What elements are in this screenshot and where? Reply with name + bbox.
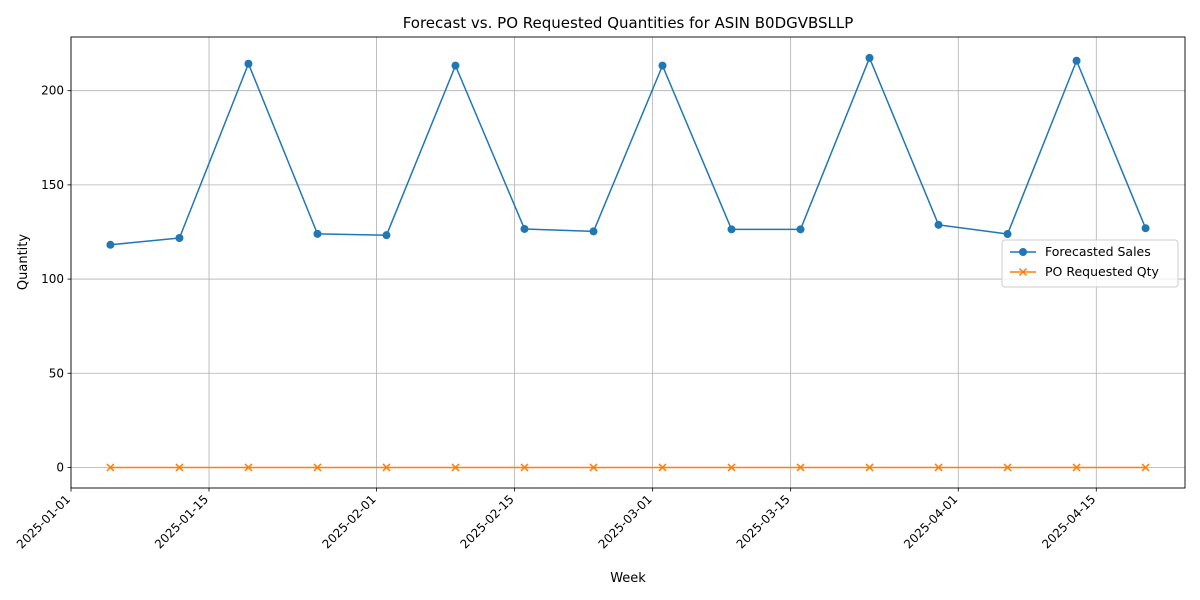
legend-label-forecasted-sales: Forecasted Sales bbox=[1045, 244, 1151, 259]
data-point-forecasted-sales bbox=[658, 61, 667, 70]
legend-box bbox=[1001, 239, 1179, 288]
data-point-po-requested-qty bbox=[175, 463, 184, 472]
data-point-po-requested-qty bbox=[106, 463, 115, 472]
series-layer bbox=[106, 53, 1150, 472]
legend: Forecasted Sales PO Requested Qty bbox=[1001, 239, 1179, 288]
data-point-forecasted-sales bbox=[1141, 224, 1150, 233]
data-point-po-requested-qty bbox=[1072, 463, 1081, 472]
data-point-po-requested-qty bbox=[451, 463, 460, 472]
data-point-po-requested-qty bbox=[382, 463, 391, 472]
plot-frame bbox=[70, 36, 1186, 489]
data-point-po-requested-qty bbox=[589, 463, 598, 472]
data-point-forecasted-sales bbox=[175, 234, 184, 243]
data-point-forecasted-sales bbox=[451, 61, 460, 70]
chart-title: Forecast vs. PO Requested Quantities for… bbox=[403, 14, 854, 32]
data-point-po-requested-qty bbox=[796, 463, 805, 472]
data-point-forecasted-sales bbox=[1003, 230, 1012, 239]
data-point-po-requested-qty bbox=[658, 463, 667, 472]
data-point-forecasted-sales bbox=[934, 220, 943, 229]
legend-label-po-requested-qty: PO Requested Qty bbox=[1045, 264, 1159, 279]
data-point-forecasted-sales bbox=[727, 225, 736, 234]
x-axis-label: Week bbox=[610, 571, 646, 586]
data-point-forecasted-sales bbox=[520, 224, 529, 233]
series-line-forecasted-sales bbox=[110, 57, 1147, 246]
y-tick-label: 0 bbox=[56, 460, 64, 474]
data-point-forecasted-sales bbox=[796, 225, 805, 234]
y-tick-label: 150 bbox=[41, 178, 64, 192]
y-tick-label: 200 bbox=[41, 84, 64, 98]
data-point-po-requested-qty bbox=[727, 463, 736, 472]
data-point-po-requested-qty bbox=[244, 463, 253, 472]
legend-marker-forecasted-sales bbox=[1019, 248, 1027, 256]
data-point-forecasted-sales bbox=[589, 227, 598, 236]
y-axis-ticks: 0 50 100 150 200 bbox=[41, 84, 71, 474]
data-point-forecasted-sales bbox=[106, 240, 115, 249]
data-point-po-requested-qty bbox=[520, 463, 529, 472]
data-point-po-requested-qty bbox=[934, 463, 943, 472]
y-axis-label: Quantity bbox=[16, 234, 31, 290]
data-point-forecasted-sales bbox=[313, 229, 322, 238]
legend-marker-po-requested-qty bbox=[1018, 267, 1028, 277]
data-point-po-requested-qty bbox=[1003, 463, 1012, 472]
data-point-po-requested-qty bbox=[865, 463, 874, 472]
data-point-forecasted-sales bbox=[865, 53, 874, 62]
data-point-po-requested-qty bbox=[1141, 463, 1150, 472]
data-point-forecasted-sales bbox=[382, 231, 391, 240]
y-tick-label: 50 bbox=[49, 366, 64, 380]
y-tick-label: 100 bbox=[41, 272, 64, 286]
data-point-forecasted-sales bbox=[1072, 56, 1081, 65]
data-point-forecasted-sales bbox=[244, 59, 253, 68]
data-point-po-requested-qty bbox=[313, 463, 322, 472]
